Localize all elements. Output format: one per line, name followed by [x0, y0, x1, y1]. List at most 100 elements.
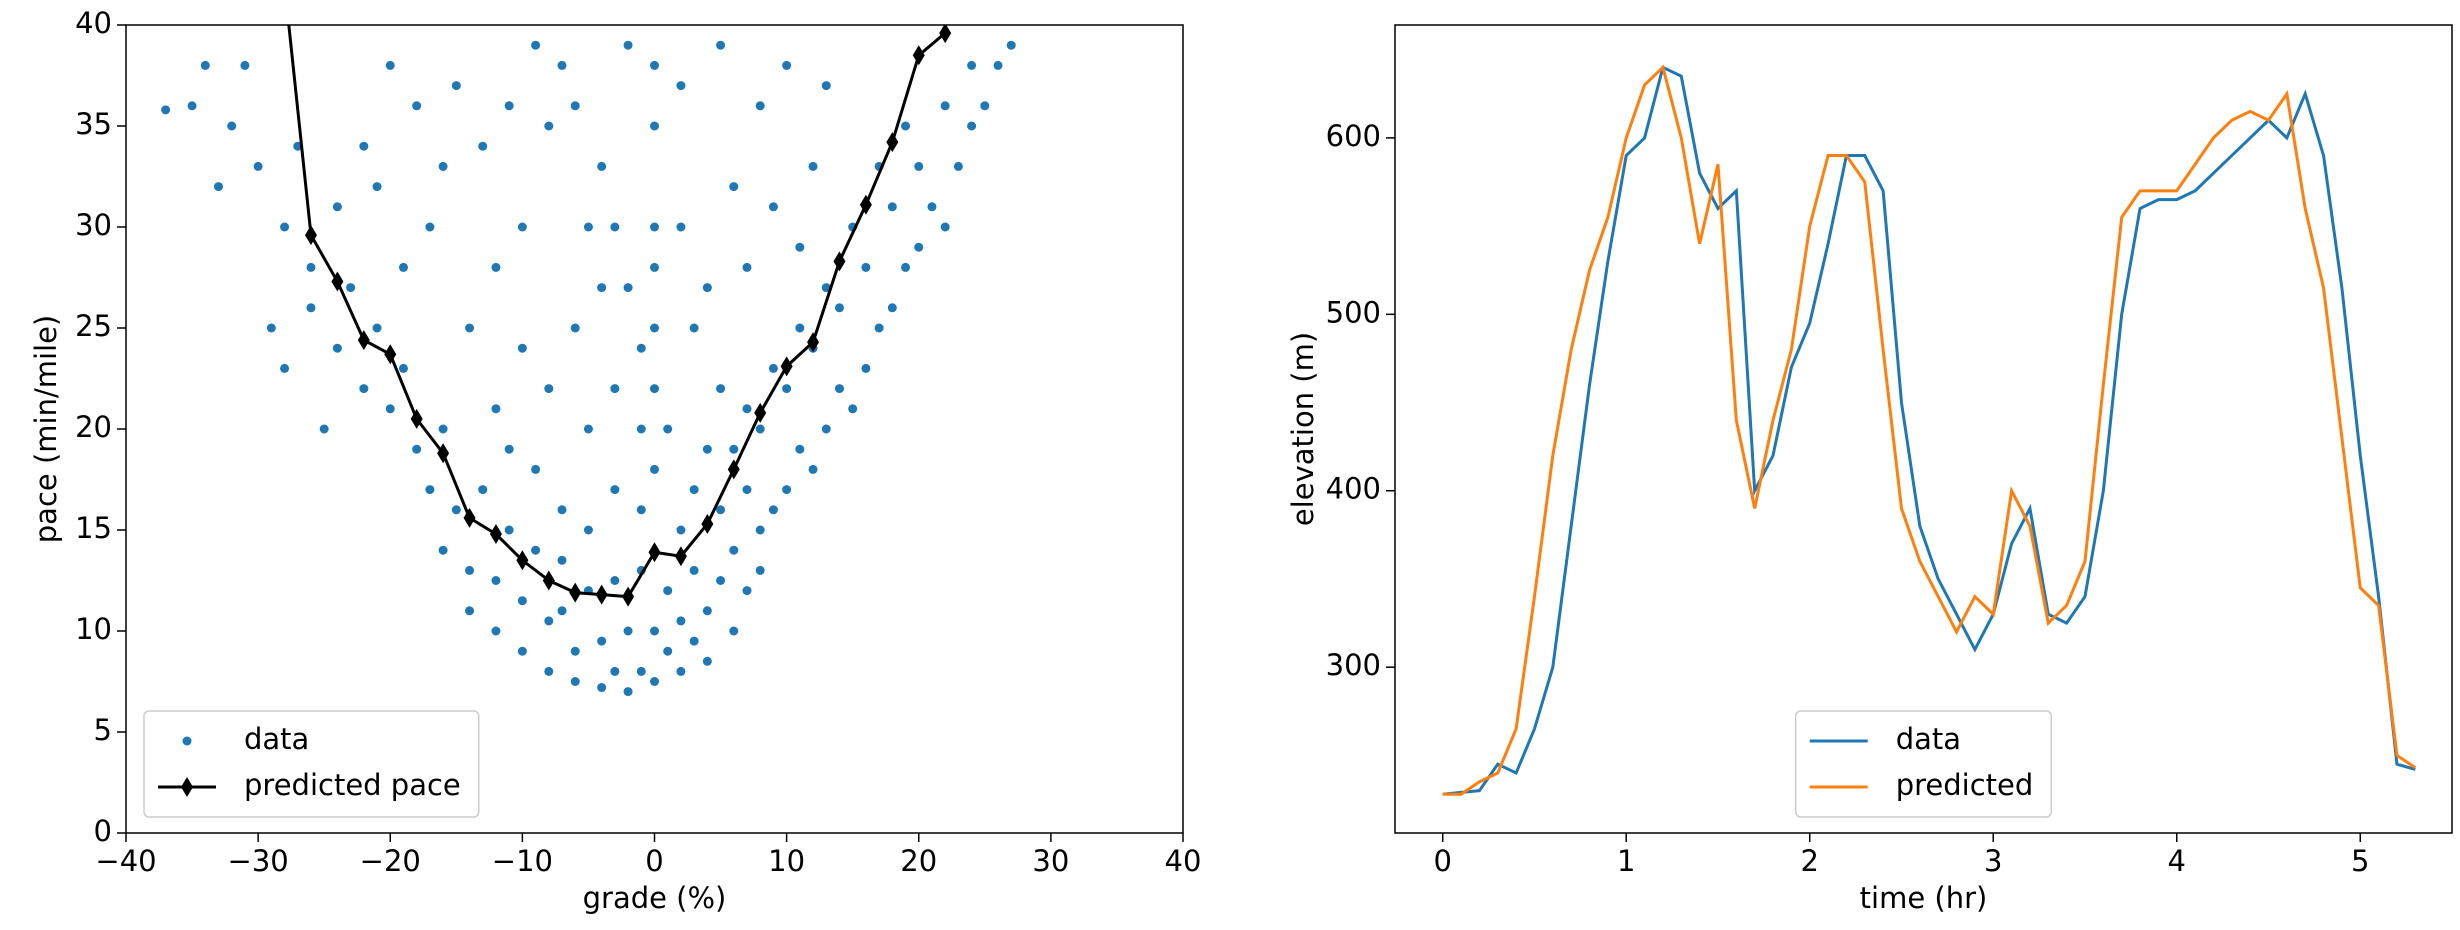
scatter-point — [676, 616, 686, 626]
diamond-marker — [357, 330, 370, 351]
diamond-marker — [569, 582, 582, 603]
scatter-point — [583, 525, 593, 535]
scatter-point — [768, 363, 778, 373]
diamond-marker — [833, 251, 846, 272]
scatter-point — [319, 424, 329, 434]
y-tick-label: 500 — [1326, 295, 1381, 329]
diamond-marker — [622, 586, 635, 607]
scatter-point — [425, 485, 435, 495]
x-tick-label: 5 — [2351, 844, 2369, 878]
scatter-point — [398, 262, 408, 272]
x-tick-label: 40 — [1165, 844, 1202, 878]
scatter-point — [398, 363, 408, 373]
scatter-point — [914, 242, 924, 252]
scatter-point — [782, 60, 792, 70]
scatter-point — [716, 40, 726, 50]
axes-frame — [125, 24, 1184, 834]
scatter-point — [557, 60, 567, 70]
scatter-point — [200, 60, 210, 70]
scatter-point — [689, 636, 699, 646]
scatter-point — [346, 283, 356, 293]
scatter-point — [385, 60, 395, 70]
scatter-point — [795, 444, 805, 454]
x-tick-label: 20 — [900, 844, 937, 878]
diamond-marker — [648, 542, 661, 563]
scatter-point — [359, 141, 369, 151]
scatter-point — [901, 262, 911, 272]
scatter-point — [610, 666, 620, 676]
diamond-marker — [304, 225, 317, 246]
diamond-marker — [516, 550, 529, 571]
scatter-point — [663, 586, 673, 596]
scatter-point — [676, 222, 686, 232]
scatter-point — [663, 646, 673, 656]
y-tick-label: 30 — [75, 208, 112, 242]
scatter-point — [161, 105, 171, 115]
scatter-point — [266, 323, 276, 333]
scatter-point — [636, 666, 646, 676]
scatter-point — [280, 222, 290, 232]
scatter-point — [887, 303, 897, 313]
scatter-point — [689, 565, 699, 575]
scatter-point — [610, 384, 620, 394]
scatter-point — [834, 384, 844, 394]
scatter-point — [1006, 40, 1016, 50]
diamond-marker — [437, 443, 450, 464]
scatter-point — [372, 182, 382, 192]
scatter-point — [940, 222, 950, 232]
legend-label: predicted pace — [244, 768, 461, 802]
scatter-point — [768, 202, 778, 212]
scatter-point — [187, 101, 197, 111]
scatter-point — [597, 161, 607, 171]
scatter-point — [993, 60, 1003, 70]
scatter-point — [636, 505, 646, 515]
scatter-point — [650, 464, 659, 474]
diamond-marker — [489, 524, 502, 545]
scatter-point — [544, 121, 554, 131]
scatter-point — [967, 121, 977, 131]
y-tick-label: 0 — [94, 814, 112, 848]
diamond-marker — [886, 132, 899, 153]
scatter-point — [980, 101, 990, 111]
scatter-point — [504, 101, 514, 111]
scatter-point — [332, 343, 342, 353]
diamond-marker — [807, 332, 820, 353]
scatter-point — [927, 202, 937, 212]
legend-label: data — [244, 722, 309, 756]
series-line — [1442, 65, 2416, 796]
legend-label: predicted — [1896, 768, 2034, 802]
scatter-point — [702, 283, 712, 293]
scatter-point — [332, 202, 342, 212]
diamond-marker — [674, 546, 687, 567]
diamond-marker — [939, 25, 952, 44]
legend: data predicted — [1794, 710, 2053, 818]
x-tick-label: 3 — [1984, 844, 2002, 878]
scatter-point — [465, 565, 475, 575]
scatter-point — [227, 121, 237, 131]
scatter-point — [940, 101, 950, 111]
scatter-point — [597, 683, 607, 693]
diamond-marker — [701, 513, 714, 534]
scatter-point — [689, 323, 699, 333]
diamond-marker — [463, 507, 476, 528]
diamond-marker — [331, 271, 344, 292]
scatter-point — [517, 343, 527, 353]
scatter-point — [716, 505, 726, 515]
scatter-point — [729, 444, 739, 454]
scatter-point — [623, 626, 633, 636]
scatter-point — [795, 242, 805, 252]
scatter-point — [451, 81, 461, 91]
plot-area — [1442, 64, 2417, 796]
scatter-point — [240, 60, 250, 70]
scatter-point — [742, 485, 752, 495]
series-line — [1442, 64, 2417, 796]
diamond-marker — [859, 194, 872, 215]
scatter-point — [557, 555, 567, 565]
diamond-marker — [912, 45, 925, 66]
scatter-point — [451, 505, 461, 515]
y-tick-label: 600 — [1326, 119, 1381, 153]
scatter-point — [623, 40, 633, 50]
y-axis-label: pace (min/mile) — [29, 315, 63, 543]
scatter-point — [491, 404, 501, 414]
scatter-point — [253, 161, 263, 171]
